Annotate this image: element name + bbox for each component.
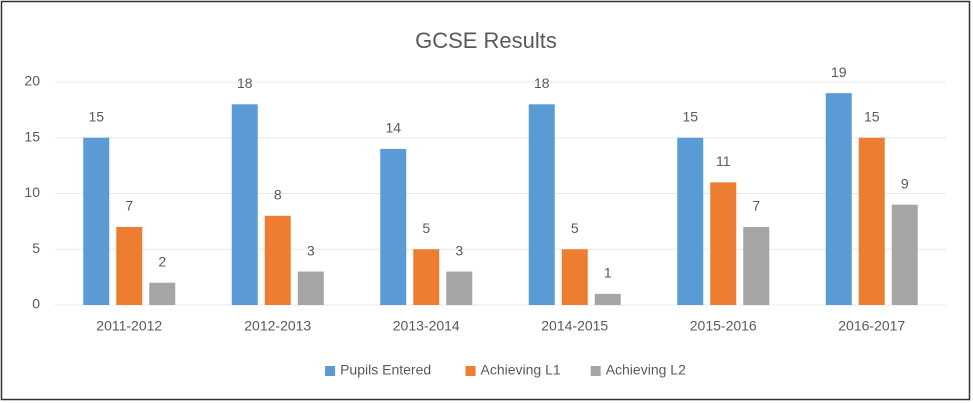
data-label: 14 [385,120,401,136]
bar [528,104,555,305]
bar [825,93,852,306]
data-label: 19 [831,64,847,80]
y-tick-label: 5 [32,240,40,256]
y-tick-label: 0 [32,296,40,312]
chart-title: GCSE Results [415,28,557,53]
x-tick-label: 2016-2017 [838,318,905,334]
bar [116,226,143,305]
x-tick-label: 2012-2013 [244,318,311,334]
bar [380,148,407,305]
bar [83,137,110,305]
bar [297,271,324,305]
bar [858,137,885,305]
data-label: 15 [864,108,880,124]
bar [743,226,770,305]
bar [891,204,918,305]
data-label: 5 [422,220,430,236]
data-label: 5 [571,220,579,236]
bar [264,215,291,305]
bar [446,271,473,305]
y-tick-label: 20 [24,73,40,89]
data-label: 18 [534,75,550,91]
x-tick-label: 2015-2016 [690,318,757,334]
data-label: 15 [682,108,698,124]
data-label: 3 [455,242,463,258]
bar [413,249,440,305]
data-label: 9 [901,175,909,191]
data-label: 7 [752,198,760,214]
x-tick-label: 2011-2012 [96,318,162,334]
legend-label: Achieving L1 [481,362,561,378]
legend-label: Achieving L2 [606,362,686,378]
bar [677,137,704,305]
legend-swatch [590,366,601,376]
data-label: 8 [274,187,282,203]
bar [594,293,621,305]
legend-swatch [325,366,336,376]
x-tick-label: 2014-2015 [541,318,608,334]
data-label: 18 [237,75,253,91]
data-label: 7 [125,198,133,214]
bar [710,182,737,305]
bar [561,249,588,305]
bar [231,104,258,305]
data-label: 2 [158,253,166,269]
data-label: 11 [716,153,731,169]
data-label: 1 [604,265,612,281]
legend-label: Pupils Entered [340,362,431,378]
data-label: 15 [88,108,104,124]
legend-swatch [465,366,476,376]
x-tick-label: 2013-2014 [393,318,460,334]
y-tick-label: 10 [24,184,40,200]
bar [149,282,176,305]
y-tick-label: 15 [24,128,40,144]
data-label: 3 [307,242,315,258]
